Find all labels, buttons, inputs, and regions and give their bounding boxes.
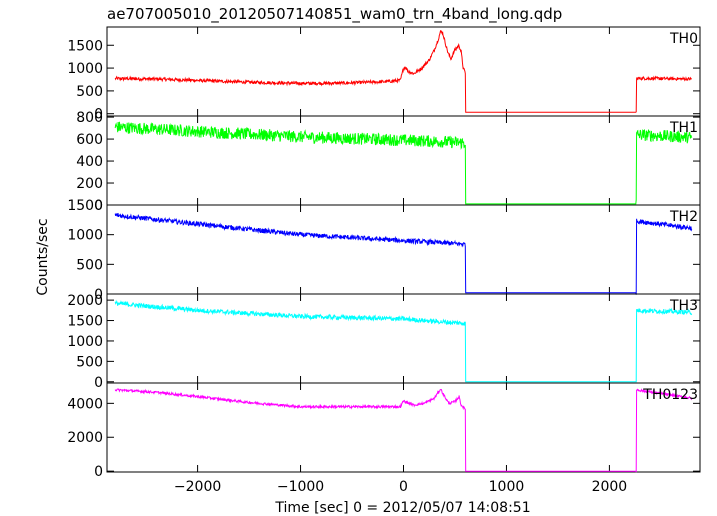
y-tick-label: 1500	[67, 314, 103, 330]
y-axis-label: Counts/sec	[35, 218, 51, 295]
panel-th1: 0 200 400 600 800 TH1	[76, 110, 701, 214]
x-tick-label: 1000	[489, 479, 525, 495]
series-line-th2	[114, 212, 693, 295]
panel-th3: 0 500 1000 1500 2000 TH3	[67, 293, 701, 391]
y-tick-label: 400	[76, 154, 103, 170]
y-tick-label: 500	[76, 84, 103, 100]
y-tick-label: 0	[94, 375, 103, 391]
y-tick-label: 2000	[67, 430, 103, 446]
panel-label-th0: TH0	[669, 31, 698, 47]
panel-label-th2: TH2	[669, 209, 698, 225]
panels-group: 0 500 1000 1500 TH0 0 200 400 600 800 TH1 0 500 1000 1…	[67, 26, 701, 495]
y-tick-label: 1500	[67, 198, 103, 214]
x-tick-label: 2000	[592, 479, 628, 495]
y-tick-label: 1500	[67, 38, 103, 54]
y-tick-label: 2000	[67, 293, 103, 309]
y-tick-label: 1000	[67, 334, 103, 350]
x-tick-label: −2000	[174, 479, 221, 495]
series-line-th0	[114, 30, 692, 113]
y-tick-label: 800	[76, 110, 103, 126]
panel-frame	[106, 115, 701, 206]
y-tick-label: 4000	[67, 396, 103, 412]
panel-label-th1: TH1	[669, 120, 698, 136]
panel-frame	[106, 293, 701, 384]
y-tick-label: 200	[76, 176, 103, 192]
series-line-th0123	[114, 388, 693, 473]
x-tick-label: 0	[399, 479, 408, 495]
x-axis-label: Time [sec] 0 = 2012/05/07 14:08:51	[274, 500, 530, 516]
panel-th0123: 0 2000 4000 TH0123	[67, 382, 701, 480]
series-line-th3	[114, 299, 693, 383]
x-tick-label: −1000	[277, 479, 324, 495]
panel-th2: 0 500 1000 1500 TH2	[67, 198, 701, 303]
y-tick-label: 500	[76, 257, 103, 273]
y-tick-label: 0	[94, 464, 103, 480]
panel-label-th0123: TH0123	[642, 387, 698, 403]
panel-frame	[106, 204, 701, 295]
y-tick-label: 0	[94, 287, 103, 303]
series-line-th1	[114, 121, 693, 205]
y-tick-label: 600	[76, 132, 103, 148]
y-tick-label: 500	[76, 354, 103, 370]
chart-title: ae707005010_20120507140851_wam0_trn_4ban…	[107, 5, 562, 24]
y-tick-label: 1000	[67, 228, 103, 244]
panel-th0: 0 500 1000 1500 TH0	[67, 26, 701, 123]
y-tick-label: 1000	[67, 61, 103, 77]
y-tick-label: 0	[94, 198, 103, 214]
panel-label-th3: TH3	[669, 298, 698, 314]
y-tick-label: 0	[94, 107, 103, 123]
